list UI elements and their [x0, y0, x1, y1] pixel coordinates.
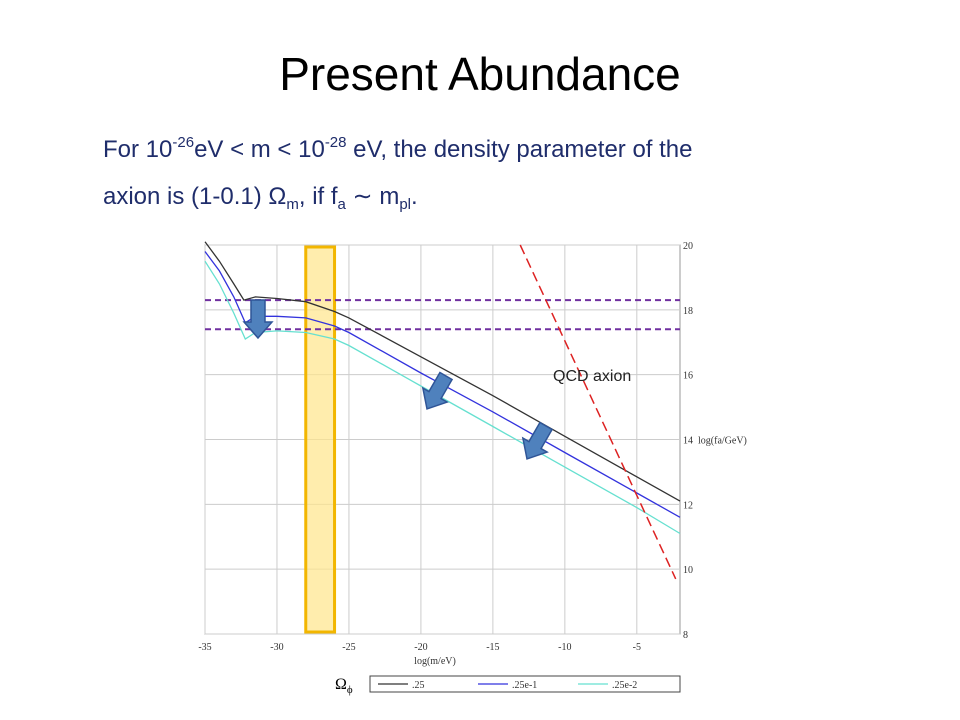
x-tick-label: -5: [633, 642, 641, 653]
text-run: , if f: [299, 183, 338, 210]
y-tick-label: 8: [683, 630, 688, 641]
x-tick-label: -35: [198, 642, 211, 653]
text-sub: m: [286, 196, 299, 213]
text-line: For 10-26eV < m < 10-28 eV, the density …: [103, 134, 693, 163]
slide-title: Present Abundance: [279, 48, 681, 100]
legend-label: .25e-1: [512, 680, 537, 691]
y-axis-label: log(fa/GeV): [698, 436, 747, 447]
chart: -35 -30 -25 -20 -15 -10 -5 8 10 12 14 16 18 20 log(m/e…: [198, 241, 747, 696]
y-tick-label: 20: [683, 241, 693, 252]
y-tick-label: 12: [683, 500, 693, 511]
legend-label: .25: [412, 680, 425, 691]
text-sub: pl: [399, 196, 411, 213]
text-run: eV < m < 10: [194, 136, 325, 163]
y-tick-label: 14: [683, 436, 693, 447]
series-line: [204, 260, 681, 535]
x-axis-label: log(m/eV): [414, 656, 456, 667]
y-tick-label: 10: [683, 565, 693, 576]
y-tick-label: 16: [683, 371, 693, 382]
legend-title-run: Ω: [335, 676, 347, 693]
x-tick-label: -20: [414, 642, 427, 653]
text-sup: -28: [325, 134, 347, 151]
text-run: eV, the density parameter of the: [347, 136, 693, 163]
text-run: ∼ m: [346, 183, 399, 210]
legend-title: Ωϕ: [335, 676, 353, 696]
x-tick-label: -10: [558, 642, 571, 653]
y-tick-label: 18: [683, 306, 693, 317]
legend-box: [369, 675, 681, 693]
text-run: axion is (1-0.1): [103, 183, 268, 210]
text-sup: -26: [172, 134, 194, 151]
highlight-band: [304, 245, 337, 634]
x-tick-label: -25: [342, 642, 355, 653]
series-line: [204, 251, 681, 518]
text-line: axion is (1-0.1) Ωm, if fa ∼ mpl.: [103, 183, 418, 213]
legend-title-sub: ϕ: [347, 684, 353, 696]
qcd-line: [519, 244, 677, 580]
text-run: Ω: [268, 183, 286, 210]
x-tick-label: -15: [486, 642, 499, 653]
text-sub: a: [338, 196, 347, 213]
x-tick-label: -30: [270, 642, 283, 653]
annotation: QCD axion: [553, 368, 631, 385]
text-run: .: [411, 183, 418, 210]
text-run: For 10: [103, 136, 172, 163]
legend-label: .25e-2: [612, 680, 637, 691]
